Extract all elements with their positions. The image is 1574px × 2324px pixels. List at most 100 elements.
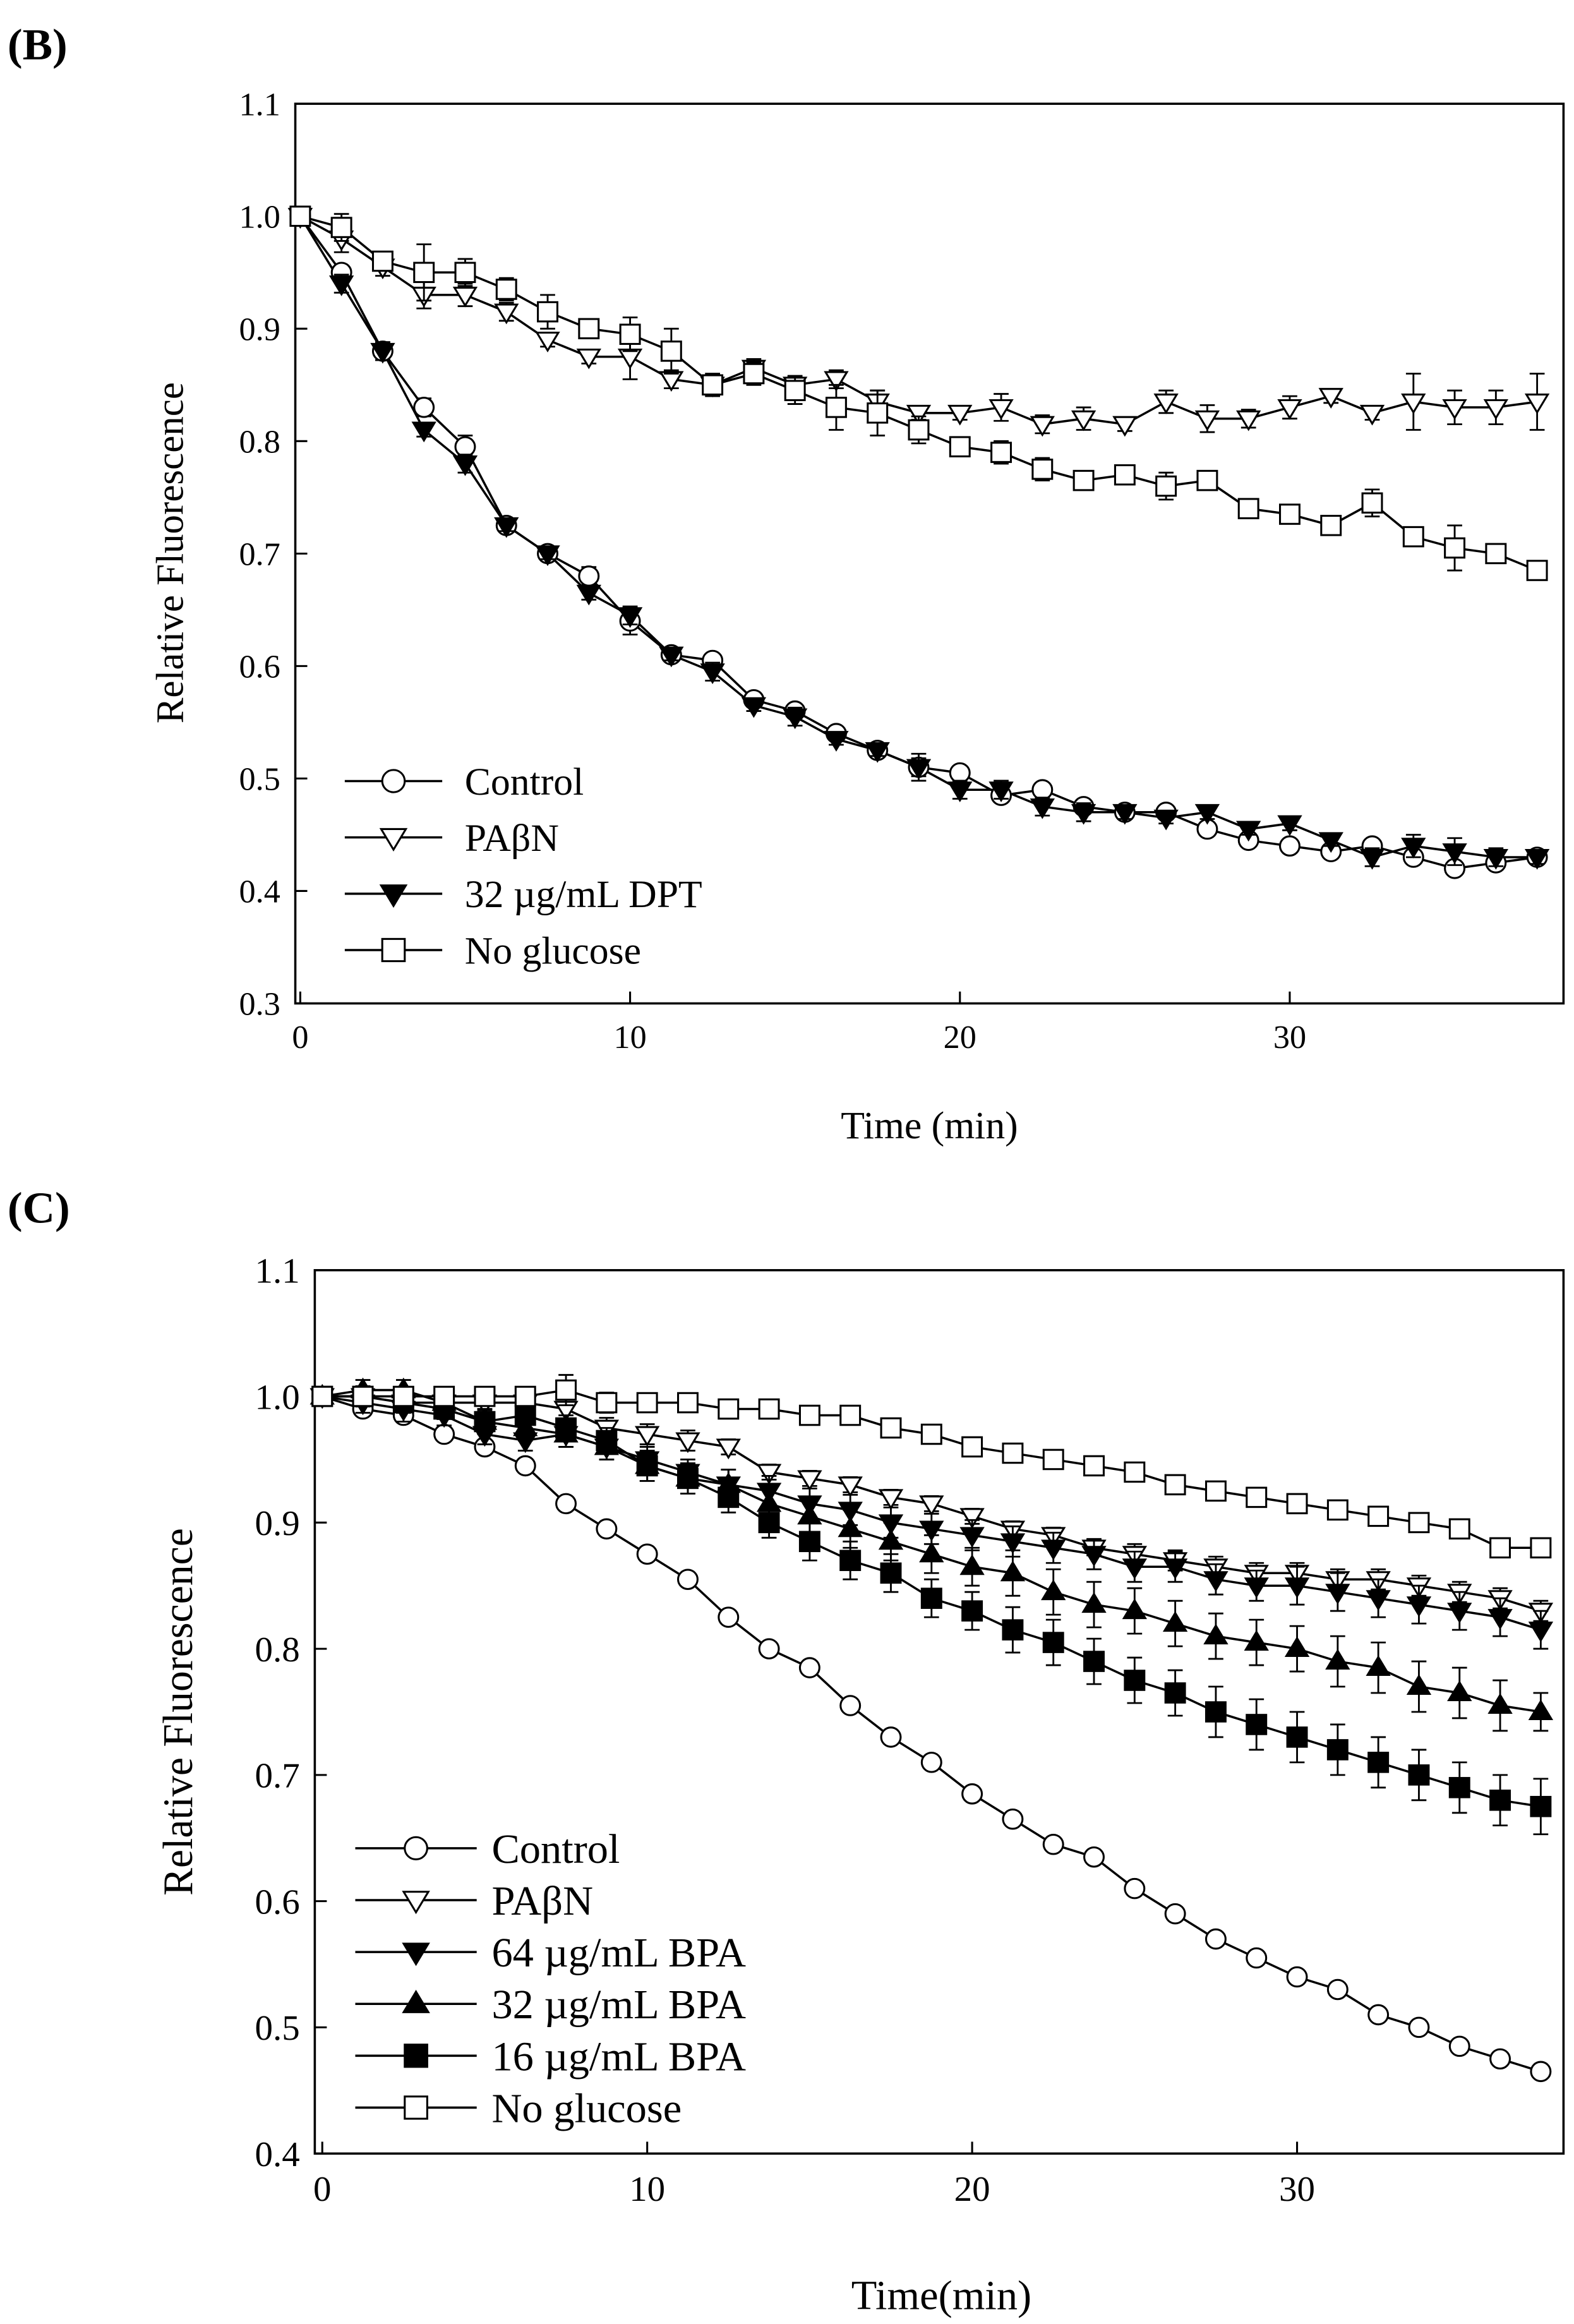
y-tick-label: 0.4: [255, 2135, 299, 2174]
y-tick-label: 0.8: [255, 1630, 299, 1670]
marker: [839, 1404, 862, 1426]
marker: [1122, 1558, 1148, 1580]
plot-frame: [294, 102, 1565, 1005]
marker: [1205, 1701, 1227, 1723]
marker: [949, 436, 971, 457]
marker: [919, 1495, 944, 1517]
marker: [838, 1516, 863, 1538]
marker: [1081, 1546, 1107, 1567]
marker: [908, 419, 930, 441]
marker: [1164, 1903, 1186, 1925]
marker: [1442, 399, 1467, 420]
marker: [1122, 1598, 1148, 1620]
marker: [1359, 849, 1385, 870]
marker: [1155, 475, 1177, 497]
marker: [634, 1426, 660, 1447]
marker: [617, 348, 643, 370]
marker: [1489, 1790, 1511, 1811]
marker: [959, 1508, 985, 1529]
marker: [1278, 503, 1301, 525]
marker: [1483, 399, 1509, 420]
marker: [555, 1417, 577, 1439]
marker: [514, 1385, 536, 1407]
marker: [1406, 1596, 1432, 1617]
marker: [596, 1430, 618, 1452]
marker: [1367, 1752, 1390, 1773]
marker: [1442, 843, 1467, 864]
marker: [1530, 1796, 1552, 1817]
marker: [865, 742, 890, 763]
marker: [636, 1455, 658, 1477]
marker: [576, 348, 601, 370]
marker: [1205, 1928, 1227, 1950]
marker: [1164, 1474, 1186, 1496]
marker: [1359, 404, 1385, 426]
marker: [578, 318, 600, 340]
marker: [1236, 821, 1261, 842]
marker: [1042, 1632, 1064, 1653]
x-tick-label: 10: [613, 1020, 646, 1056]
marker: [880, 1726, 902, 1748]
marker: [1041, 1539, 1066, 1561]
marker: [371, 250, 394, 272]
marker: [1318, 388, 1343, 409]
marker: [784, 380, 806, 401]
marker: [718, 1606, 740, 1628]
x-tick-label: 20: [944, 1020, 976, 1056]
marker: [988, 781, 1014, 802]
marker: [1528, 1622, 1554, 1642]
marker: [880, 1417, 902, 1439]
marker: [1444, 537, 1466, 559]
marker: [1030, 416, 1055, 437]
marker: [949, 762, 971, 784]
marker: [535, 545, 560, 567]
y-tick-label: 0.8: [239, 424, 280, 461]
marker: [1326, 1739, 1349, 1761]
marker: [1326, 1978, 1349, 2001]
x-tick-label: 0: [292, 1020, 308, 1056]
legend-marker: [381, 937, 406, 963]
marker: [474, 1385, 496, 1407]
marker: [1485, 543, 1507, 565]
marker: [328, 275, 354, 296]
marker: [878, 1529, 904, 1550]
legend-marker: [379, 828, 408, 852]
marker: [1447, 1603, 1472, 1623]
marker: [413, 262, 435, 284]
y-tick-label: 0.7: [239, 537, 280, 573]
marker: [495, 279, 517, 300]
marker: [702, 374, 724, 396]
marker: [330, 217, 352, 238]
marker: [677, 1467, 699, 1490]
marker: [961, 1783, 983, 1805]
marker: [1153, 394, 1179, 414]
marker: [433, 1385, 455, 1407]
marker: [494, 303, 519, 325]
legend-marker: [381, 769, 406, 793]
marker: [535, 332, 560, 352]
marker: [1071, 410, 1096, 431]
marker: [1124, 1877, 1146, 1900]
marker: [636, 1392, 658, 1414]
marker: [961, 1600, 983, 1622]
marker: [1042, 1833, 1064, 1855]
x-tick-label: 20: [954, 2170, 990, 2210]
legend-marker: [402, 1942, 430, 1966]
marker: [990, 442, 1012, 463]
marker: [1237, 498, 1259, 519]
marker: [1325, 1649, 1350, 1670]
marker: [1124, 1461, 1146, 1483]
marker: [1246, 1947, 1268, 1969]
marker: [1164, 1682, 1186, 1704]
marker: [1002, 1809, 1024, 1830]
legend-marker: [404, 2095, 428, 2120]
series-line: [299, 215, 1537, 426]
y-tick-label: 1.0: [255, 1378, 299, 1418]
legend-label: No glucose: [491, 2086, 682, 2132]
marker: [798, 1404, 820, 1426]
marker: [867, 402, 889, 424]
legend-label: No glucose: [465, 930, 641, 973]
marker: [1112, 416, 1138, 437]
x-axis-label: Time (min): [841, 1104, 1018, 1147]
y-tick-label: 0.9: [239, 312, 280, 348]
